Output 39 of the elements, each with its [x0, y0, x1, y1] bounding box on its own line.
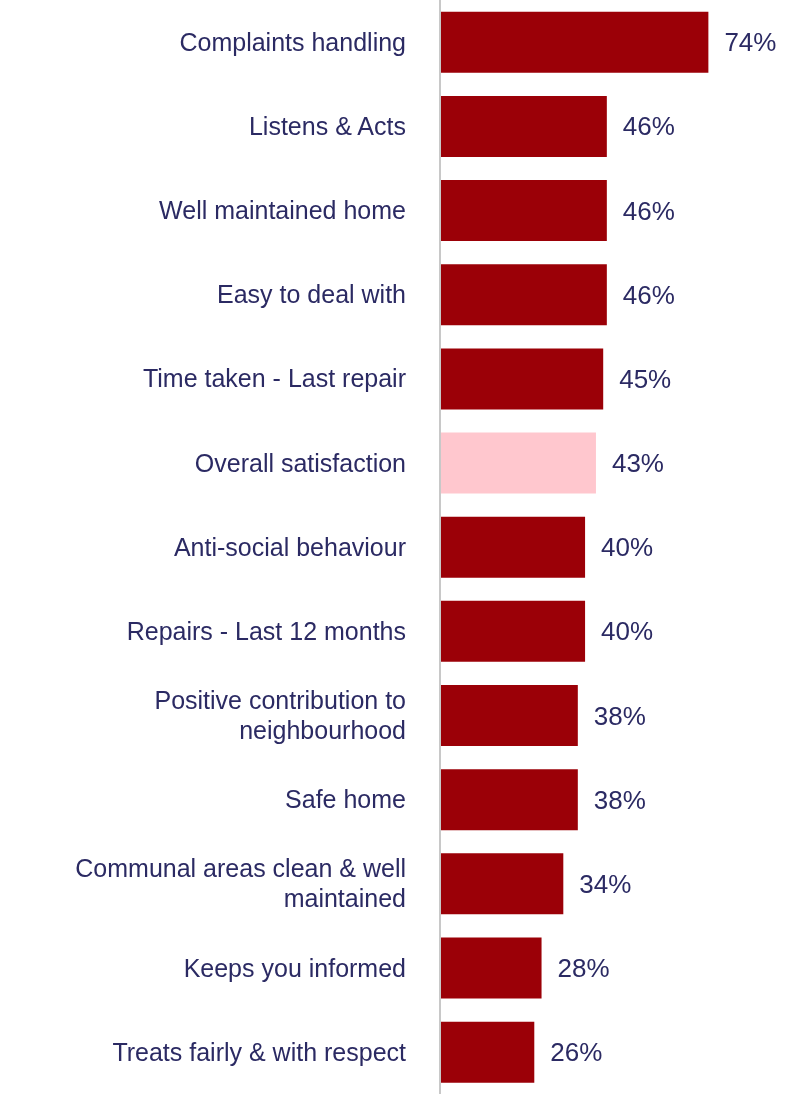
data-label: 40%: [601, 532, 654, 563]
y-tick-label: Repairs - Last 12 months: [126, 616, 406, 645]
y-tick-label: Easy to deal with: [217, 280, 406, 309]
bar: [440, 600, 586, 662]
y-tick-label: Communal areas clean & well maintained: [75, 854, 406, 913]
bar: [440, 432, 596, 494]
data-label: 46%: [622, 111, 675, 142]
y-tick-label: Anti-social behaviour: [173, 532, 406, 561]
bar: [440, 516, 586, 578]
y-tick-label: Positive contribution to neighbourhood: [154, 686, 406, 745]
data-label: 28%: [557, 952, 610, 983]
data-label: 46%: [622, 195, 675, 226]
data-label: 26%: [550, 1037, 603, 1068]
y-tick-label: Complaints handling: [179, 27, 406, 56]
data-label: 43%: [611, 448, 664, 479]
data-label: 34%: [579, 868, 632, 899]
data-label: 74%: [724, 27, 777, 58]
y-tick-label: Listens & Acts: [248, 111, 406, 140]
bar: [440, 937, 542, 999]
bar: [440, 1021, 535, 1083]
data-label: 46%: [622, 279, 675, 310]
bar: [440, 95, 607, 157]
bar: [440, 348, 604, 410]
bar: [440, 180, 607, 242]
bar: [440, 769, 578, 831]
data-label: 38%: [593, 700, 646, 731]
y-tick-label: Treats fairly & with respect: [112, 1037, 407, 1066]
y-tick-label: Well maintained home: [159, 196, 406, 225]
data-label: 38%: [593, 784, 646, 815]
y-tick-label: Keeps you informed: [183, 953, 406, 982]
y-tick-label: Safe home: [285, 785, 406, 814]
bar: [440, 264, 607, 326]
bar: [440, 11, 709, 73]
data-label: 45%: [619, 363, 672, 394]
bar: [440, 685, 578, 747]
bar: [440, 853, 564, 915]
y-tick-label: Time taken - Last repair: [142, 364, 406, 393]
y-tick-label: Overall satisfaction: [194, 448, 406, 477]
data-label: 40%: [601, 616, 654, 647]
